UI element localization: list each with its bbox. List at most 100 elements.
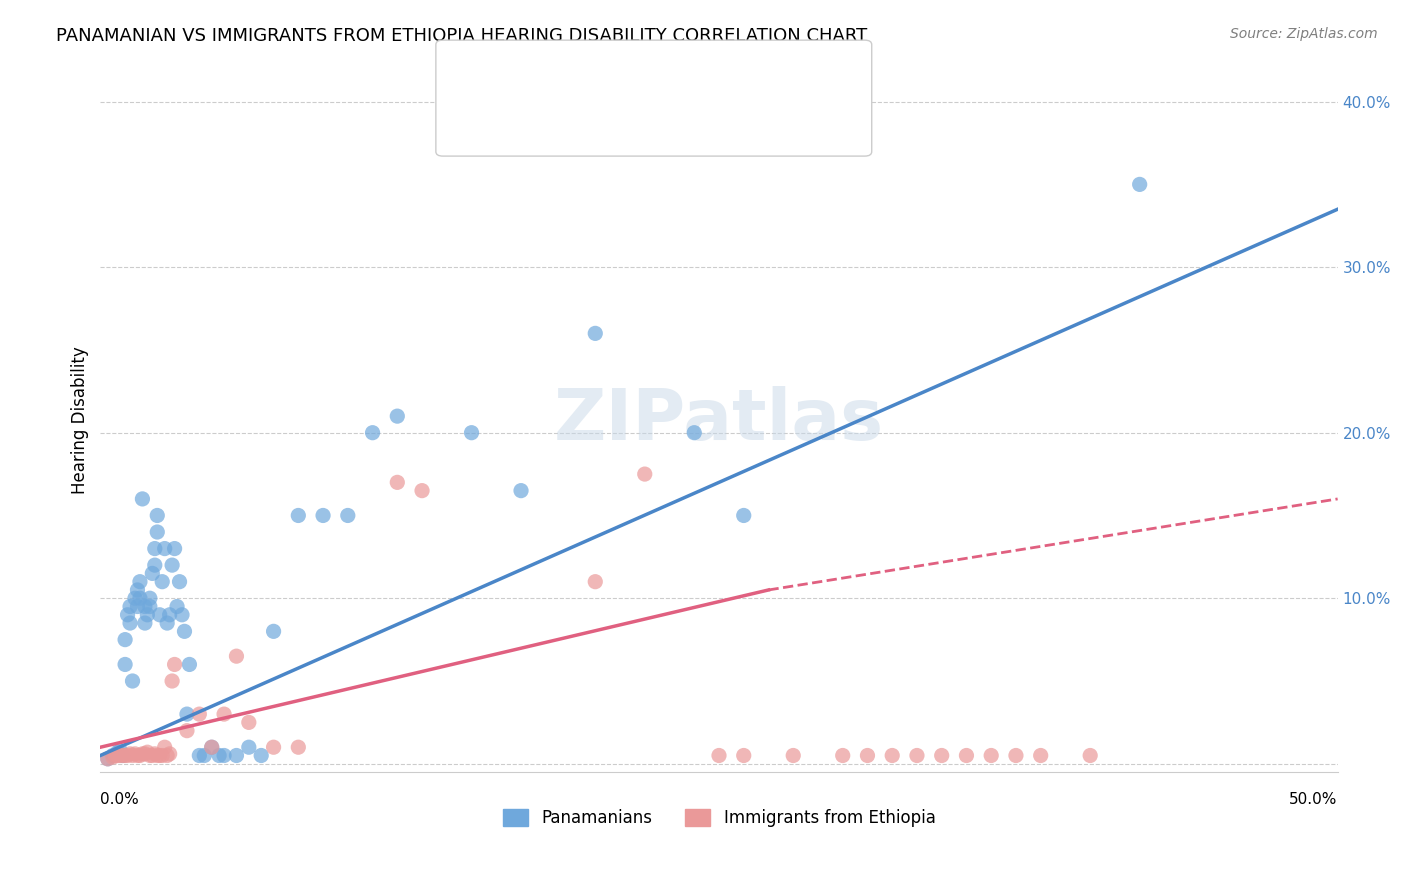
Point xyxy=(121,748,143,763)
Point xyxy=(141,566,163,581)
Point xyxy=(149,748,172,763)
Point xyxy=(131,747,153,761)
Text: N =: N = xyxy=(591,70,648,87)
Point xyxy=(129,591,152,606)
Point xyxy=(782,748,804,763)
Point xyxy=(583,574,606,589)
Point xyxy=(387,475,409,490)
Point xyxy=(129,748,152,763)
Text: 52: 52 xyxy=(651,109,676,127)
Point xyxy=(134,747,156,761)
Point xyxy=(583,326,606,341)
Point xyxy=(733,508,755,523)
Point xyxy=(173,624,195,639)
Point xyxy=(156,616,179,631)
Point xyxy=(188,707,211,722)
Point xyxy=(510,483,533,498)
Point xyxy=(176,707,198,722)
Point xyxy=(139,591,162,606)
Text: 0.768: 0.768 xyxy=(527,70,585,87)
Legend: Panamanians, Immigrants from Ethiopia: Panamanians, Immigrants from Ethiopia xyxy=(496,803,942,834)
Point xyxy=(831,748,853,763)
Point xyxy=(156,748,179,763)
Point xyxy=(201,740,224,755)
Point xyxy=(225,748,247,763)
Point xyxy=(149,607,172,622)
Point xyxy=(107,748,129,763)
Point xyxy=(160,673,183,688)
Text: PANAMANIAN VS IMMIGRANTS FROM ETHIOPIA HEARING DISABILITY CORRELATION CHART: PANAMANIAN VS IMMIGRANTS FROM ETHIOPIA H… xyxy=(56,27,868,45)
Point xyxy=(114,632,136,647)
Point xyxy=(287,508,309,523)
Point xyxy=(212,707,235,722)
Point xyxy=(131,491,153,506)
Point xyxy=(107,745,129,759)
Point xyxy=(136,745,159,759)
Point xyxy=(193,748,215,763)
Point xyxy=(118,616,141,631)
Point xyxy=(114,657,136,672)
Text: 0.660: 0.660 xyxy=(527,109,583,127)
Point xyxy=(238,715,260,730)
Point xyxy=(208,748,231,763)
Point xyxy=(97,752,120,766)
Point xyxy=(287,740,309,755)
Point xyxy=(118,599,141,614)
Point xyxy=(124,591,146,606)
Point xyxy=(150,748,173,763)
Point xyxy=(856,748,879,763)
Point xyxy=(163,541,186,556)
Point xyxy=(143,747,166,761)
Point xyxy=(683,425,706,440)
Point xyxy=(980,748,1002,763)
Text: ZIPatlas: ZIPatlas xyxy=(554,385,884,455)
Point xyxy=(1078,748,1101,763)
Point xyxy=(134,599,156,614)
Text: 50.0%: 50.0% xyxy=(1289,792,1337,806)
Text: R =: R = xyxy=(496,109,536,127)
Point xyxy=(263,624,285,639)
Point xyxy=(118,747,141,761)
Point xyxy=(146,508,169,523)
Point xyxy=(931,748,953,763)
Point xyxy=(387,409,409,424)
Point xyxy=(166,599,188,614)
Point xyxy=(411,483,433,498)
Point xyxy=(250,748,273,763)
Point xyxy=(361,425,384,440)
Point xyxy=(139,748,162,763)
Point xyxy=(955,748,977,763)
Point xyxy=(1029,748,1052,763)
Point xyxy=(163,657,186,672)
Point xyxy=(108,748,131,763)
Point xyxy=(121,673,143,688)
Point xyxy=(733,748,755,763)
Point xyxy=(153,541,176,556)
Point xyxy=(225,649,247,664)
Point xyxy=(707,748,730,763)
Point xyxy=(143,541,166,556)
Point xyxy=(117,607,139,622)
Point xyxy=(114,748,136,763)
Point xyxy=(159,607,181,622)
Point xyxy=(141,748,163,763)
Point xyxy=(117,748,139,763)
Text: Source: ZipAtlas.com: Source: ZipAtlas.com xyxy=(1230,27,1378,41)
Point xyxy=(127,582,149,597)
Point xyxy=(160,558,183,573)
Point xyxy=(101,750,124,764)
Y-axis label: Hearing Disability: Hearing Disability xyxy=(72,346,89,494)
Point xyxy=(170,607,193,622)
Text: N =: N = xyxy=(591,109,648,127)
Point xyxy=(101,748,124,763)
Point xyxy=(201,740,224,755)
Text: 60: 60 xyxy=(651,70,676,87)
Point xyxy=(179,657,201,672)
Point xyxy=(139,599,162,614)
Point xyxy=(460,425,482,440)
Point xyxy=(159,747,181,761)
Point xyxy=(97,752,120,766)
Point xyxy=(312,508,335,523)
Point xyxy=(169,574,191,589)
Point xyxy=(238,740,260,755)
